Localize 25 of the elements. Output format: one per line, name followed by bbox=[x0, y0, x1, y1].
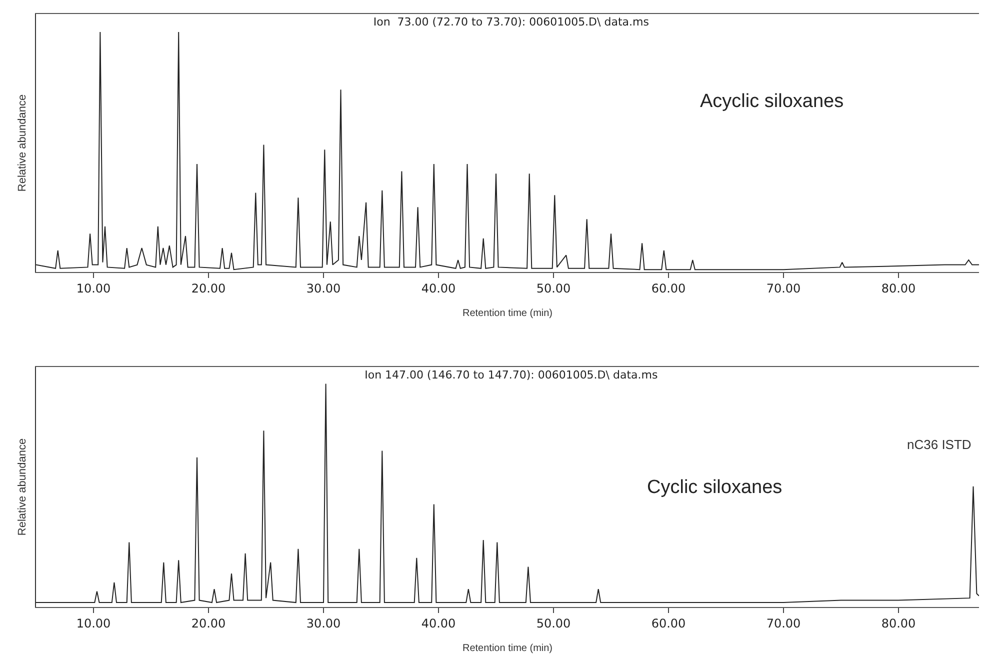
x-axis-title: Retention time (min) bbox=[462, 642, 553, 654]
x-tick-label: 30.00 bbox=[306, 281, 341, 296]
annotation: nC36 ISTD bbox=[907, 437, 972, 452]
y-axis-title: Relative abundance bbox=[16, 438, 29, 536]
x-tick-label: 20.00 bbox=[191, 281, 226, 296]
x-tick-label: 50.00 bbox=[536, 616, 571, 630]
chart-title: Ion 147.00 (146.70 to 147.70): 00601005.D\ data.ms bbox=[364, 368, 658, 382]
x-tick-label: 80.00 bbox=[881, 281, 916, 296]
annotation: Acyclic siloxanes bbox=[700, 91, 844, 112]
annotation: Cyclic siloxanes bbox=[647, 477, 782, 498]
x-tick-label: 30.00 bbox=[306, 616, 341, 630]
x-tick-label: 40.00 bbox=[421, 281, 456, 296]
x-tick-label: 70.00 bbox=[766, 281, 801, 296]
x-tick-label: 20.00 bbox=[191, 616, 226, 630]
chart-title: Ion 73.00 (72.70 to 73.70): 00601005.D\ data.ms bbox=[373, 16, 650, 29]
x-tick-label: 10.00 bbox=[76, 281, 111, 296]
y-axis-title: Relative abundance bbox=[16, 94, 29, 192]
x-tick-label: 80.00 bbox=[881, 616, 916, 630]
x-tick-label: 50.00 bbox=[536, 281, 571, 296]
x-tick-label: 60.00 bbox=[651, 616, 686, 630]
x-tick-label: 40.00 bbox=[421, 616, 456, 630]
x-tick-label: 60.00 bbox=[651, 281, 686, 296]
x-tick-label: 10.00 bbox=[76, 616, 111, 630]
x-tick-label: 70.00 bbox=[766, 616, 801, 630]
x-axis-title: Retention time (min) bbox=[462, 308, 553, 319]
